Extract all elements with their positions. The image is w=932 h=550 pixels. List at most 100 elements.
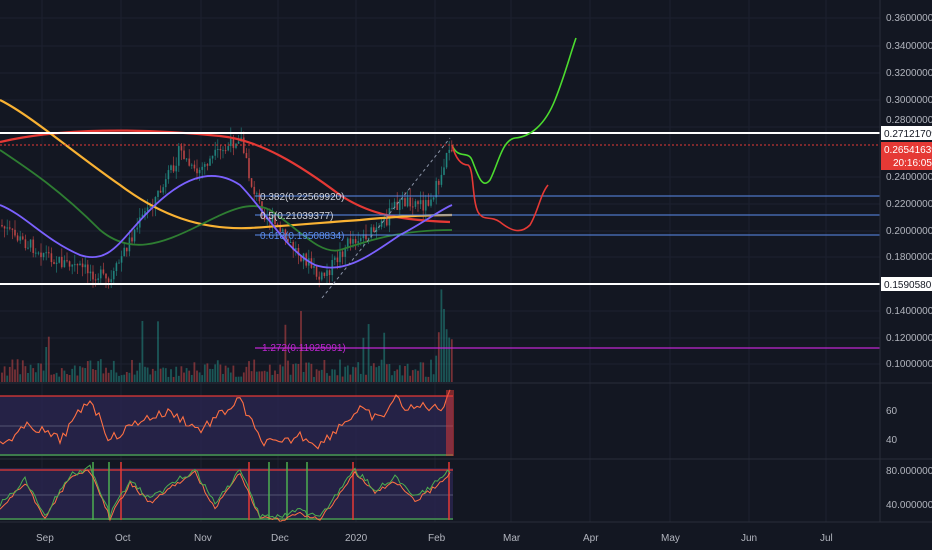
volume-bar — [92, 369, 94, 382]
volume-bar — [245, 366, 248, 382]
candle-body — [6, 227, 9, 229]
candle-body — [19, 236, 22, 241]
candle-body — [227, 146, 230, 151]
volume-bar — [302, 371, 305, 382]
candle-body — [154, 196, 157, 208]
time-axis[interactable]: Sep Oct Nov Dec 2020 Feb Mar Apr May Jun… — [36, 533, 833, 544]
volume-bar — [323, 359, 326, 382]
volume-bar — [279, 364, 282, 382]
volume-bar — [419, 362, 422, 382]
volume-bar — [206, 363, 209, 382]
candle-body — [362, 234, 365, 239]
candle-body — [328, 270, 331, 276]
volume-bar — [227, 367, 230, 382]
volume-bar — [110, 369, 113, 382]
stoch-tick: 80.00000000 — [886, 466, 932, 477]
candle-body — [336, 257, 339, 263]
volume-bar — [6, 375, 9, 382]
candle-body — [55, 262, 58, 264]
candle-body — [170, 165, 172, 171]
volume-bar — [440, 289, 443, 382]
volume-bar — [388, 363, 391, 382]
volume-bar — [123, 374, 126, 382]
time-label: Sep — [36, 533, 54, 544]
last-price-tag — [881, 142, 932, 170]
candle-body — [401, 198, 404, 200]
volume-bar — [261, 371, 263, 382]
fib-trend-line[interactable] — [321, 137, 451, 299]
rsi-pane[interactable]: 60 40 — [0, 389, 898, 456]
stoch-k-line — [0, 464, 451, 520]
candle-body — [47, 252, 50, 254]
volume-bar — [216, 360, 219, 382]
candle-body — [188, 158, 191, 166]
volume-bar — [294, 363, 297, 382]
volume-bar — [180, 366, 183, 382]
volume-bar — [47, 336, 50, 382]
countdown-text: 20:16:05 — [893, 158, 932, 169]
volume-bar — [346, 365, 349, 382]
candle-body — [315, 266, 318, 277]
purple-moving-average — [0, 175, 453, 269]
volume-bar — [42, 370, 45, 382]
volume-bar — [307, 362, 310, 382]
candle-body — [159, 190, 162, 193]
volume-bar — [224, 365, 227, 382]
volume-bar — [138, 362, 141, 382]
candle-body — [16, 235, 19, 241]
volume-bar — [393, 371, 396, 382]
volume-bar — [310, 363, 313, 382]
candle-body — [123, 247, 126, 257]
candle-body — [279, 224, 282, 232]
bearish-projection-curve[interactable] — [451, 144, 549, 232]
candle-body — [318, 276, 321, 280]
candle-body — [383, 218, 386, 221]
candle-body — [8, 227, 11, 229]
candle-body — [133, 229, 136, 242]
candle-body — [131, 237, 133, 242]
candle-body — [120, 256, 123, 263]
volume-bar — [102, 373, 105, 382]
candle-body — [206, 164, 209, 166]
candle-body — [323, 272, 326, 276]
volume-bar — [73, 365, 76, 382]
bullish-projection-curve[interactable] — [451, 37, 577, 185]
candle-body — [201, 166, 204, 170]
volume-bar — [157, 321, 159, 382]
stoch-band — [0, 468, 453, 520]
time-label: 2020 — [345, 533, 368, 544]
time-label: Jun — [741, 533, 757, 544]
volume-bar — [362, 337, 365, 382]
stoch-signal-bar — [448, 462, 450, 520]
volume-bar — [24, 366, 27, 382]
candle-body — [73, 264, 76, 266]
volume-bars — [1, 289, 453, 382]
volume-bar — [336, 375, 339, 382]
volume-bar — [120, 375, 123, 382]
volume-bar — [359, 373, 362, 382]
candle-body — [404, 198, 406, 207]
candle-body — [427, 200, 430, 206]
candle-body — [29, 239, 32, 248]
candle-body — [27, 247, 29, 249]
candle-body — [99, 269, 102, 279]
candle-body — [219, 148, 222, 151]
volume-bar — [84, 368, 87, 382]
volume-bar — [365, 374, 367, 382]
volume-bar — [372, 363, 375, 382]
stoch-rsi-pane[interactable]: 80.00000000 40.00000000 — [0, 462, 932, 523]
volume-bar — [53, 374, 55, 382]
volume-bar — [172, 376, 175, 382]
fib-1272-label: 1.272(0.11025991) — [262, 343, 346, 354]
candle-body — [341, 251, 344, 257]
volume-bar — [125, 371, 128, 382]
volume-bar — [297, 363, 300, 382]
candle-body — [32, 239, 35, 253]
volume-bar — [318, 370, 321, 382]
candle-body — [211, 155, 214, 159]
